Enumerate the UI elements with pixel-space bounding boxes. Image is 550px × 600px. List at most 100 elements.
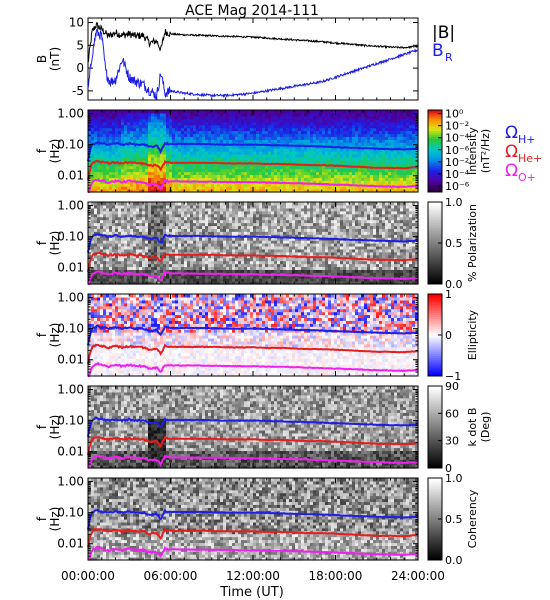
polarization-cell [145,278,149,282]
intensity-cell [328,142,332,146]
polarization-cell [262,260,266,265]
intensity-cell [184,112,188,117]
polarization-cell [202,251,206,256]
polarization-cell [97,210,101,215]
intensity-cell [220,162,224,167]
intensity-cell [328,110,332,114]
intensity-cell [304,121,308,126]
polarization-cell [196,243,200,247]
intensity-cell [352,139,356,143]
intensity-cbar-tick-label: 10⁻⁶ [445,180,470,193]
polarization-cell [91,257,95,262]
intensity-cell [304,110,308,114]
intensity-cell [166,139,170,143]
intensity-cell [289,151,293,155]
intensity-cell [214,174,218,178]
intensity-cell [334,139,338,143]
intensity-cell [394,145,398,149]
intensity-cell [178,159,182,164]
intensity-cell [241,168,245,173]
polarization-cell [229,263,233,268]
intensity-cell [109,118,113,123]
intensity-cell [178,124,182,129]
intensity-cell [409,139,413,143]
polarization-cell [166,204,170,209]
polarization-cell [202,243,206,247]
polarization-cell [211,281,215,285]
intensity-cell [286,153,290,158]
polarization-cell [148,260,152,265]
intensity-cell [379,168,383,173]
intensity-cell [166,110,170,114]
polarization-cell [163,281,167,285]
intensity-cell [253,151,257,155]
intensity-cell [409,174,413,178]
intensity-cell [349,153,353,158]
intensity-cell [331,124,335,129]
intensity-cell [187,124,191,129]
intensity-cell [166,171,170,176]
intensity-cell [400,168,404,173]
polarization-cell [88,228,92,232]
intensity-cell [397,110,401,114]
intensity-cell [307,142,311,146]
intensity-cell [166,115,170,120]
polarization-cell [187,254,191,259]
intensity-cell [244,112,248,117]
intensity-cell [157,127,161,132]
intensity-cell [397,136,401,140]
polarization-cell [220,213,224,218]
intensity-cell [160,112,164,117]
polarization-cell [169,266,173,270]
intensity-cell [400,186,404,190]
polarization-cell [247,231,251,235]
intensity-cell [370,148,374,152]
polarization-cell [130,266,134,270]
intensity-cell [229,145,233,149]
intensity-cell [265,118,269,123]
polarization-cell [169,240,173,244]
polarization-cell [196,210,200,215]
intensity-cell [304,159,308,164]
polarization-cell [262,207,266,212]
intensity-cell [145,118,149,123]
intensity-cell [256,186,260,190]
intensity-cell [184,136,188,140]
intensity-cell [355,115,359,120]
polarization-cell [247,240,251,244]
intensity-cell [403,139,407,143]
intensity-cell [148,127,152,132]
intensity-cell [319,159,323,164]
polarization-cell [160,234,164,238]
intensity-cell [175,136,179,140]
intensity-cell [160,162,164,167]
intensity-cell [352,118,356,123]
intensity-cell [277,153,281,158]
polarization-cell [229,245,233,250]
polarization-cell [169,269,173,273]
intensity-cell [286,159,290,164]
polarization-cell [103,210,107,215]
intensity-cell [175,112,179,117]
intensity-cell [301,183,305,187]
intensity-cell [262,183,266,187]
intensity-cell [145,133,149,137]
polarization-cell [223,263,227,268]
intensity-cell [277,165,281,170]
intensity-cell [268,189,272,193]
intensity-cell [238,151,242,155]
intensity-cell [226,110,230,114]
intensity-cell [379,139,383,143]
intensity-cell [382,186,386,190]
polarization-cell [205,251,209,256]
intensity-cell [373,171,377,176]
intensity-cell [214,121,218,126]
polarization-cell [91,222,95,227]
intensity-cell [364,189,368,193]
intensity-cell [148,174,152,178]
intensity-cell [301,121,305,126]
polarization-cell [220,269,224,273]
intensity-cell [316,189,320,193]
polarization-cell [130,213,134,218]
intensity-cell [97,112,101,117]
